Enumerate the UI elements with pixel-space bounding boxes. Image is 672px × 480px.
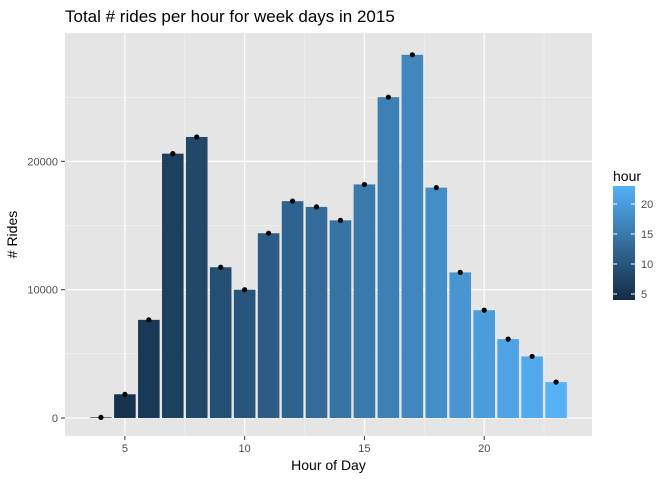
point-hour-11 [266,230,272,236]
bar-hour-7 [162,153,184,419]
bar-hour-21 [497,339,519,419]
point-hour-20 [481,307,487,313]
point-hour-21 [505,336,511,342]
y-tick-label: 20000 [27,156,58,168]
point-hour-22 [529,353,535,360]
bar-hour-17 [401,54,424,419]
minor-gridlines [65,33,592,436]
legend-tick-label: 5 [641,289,647,301]
x-axis-title: Hour of Day [291,457,366,473]
x-tick-label: 10 [239,443,251,455]
bar-hour-16 [377,97,400,419]
bar-hour-5 [114,394,136,419]
x-tick-label: 20 [478,443,490,455]
y-axis-title: # Rides [4,211,20,258]
x-tick-label: 5 [122,443,128,455]
point-hour-12 [289,198,296,204]
point-hour-10 [242,287,248,293]
chart-title: Total # rides per hour for week days in … [65,7,395,26]
bar-hour-6 [138,319,160,419]
y-tick-label: 10000 [27,285,58,297]
point-series [98,52,559,420]
bar-hour-9 [209,267,232,419]
legend-colorbar [613,186,635,300]
bar-hour-20 [473,310,495,419]
legend-tick-label: 15 [641,229,653,241]
y-tick-label: 0 [52,413,58,425]
bar-hour-14 [329,220,352,419]
bar-hour-12 [281,201,304,419]
point-hour-23 [553,379,559,385]
legend-tick-label: 20 [641,199,653,211]
point-hour-9 [218,264,224,270]
point-hour-17 [409,52,415,58]
y-axis: 0 10000 20000 [27,156,65,425]
bar-hour-19 [449,272,472,419]
bar-hour-8 [185,136,208,419]
point-hour-19 [457,269,463,275]
point-hour-16 [385,94,391,100]
bar-hour-10 [233,289,256,419]
point-hour-18 [433,185,439,191]
bar-hour-18 [425,187,448,419]
bar-series [90,54,567,419]
bar-hour-22 [521,356,543,419]
point-hour-4 [98,414,104,420]
bar-hour-15 [353,184,376,419]
point-hour-13 [313,204,320,210]
point-hour-7 [170,151,176,157]
bar-hour-23 [545,382,567,419]
legend-ticks: 5 10 15 20 [613,199,653,301]
point-hour-8 [194,134,200,140]
legend: hour 5 10 15 20 [613,168,653,301]
bar-hour-11 [257,233,280,419]
point-hour-14 [337,217,344,223]
bar-hour-13 [305,206,328,419]
point-hour-5 [122,391,128,397]
x-axis: 5 10 15 20 [122,436,490,455]
point-hour-15 [361,181,368,188]
point-hour-6 [146,317,152,323]
x-tick-label: 15 [358,443,370,455]
legend-tick-label: 10 [641,259,653,271]
legend-title: hour [613,168,641,184]
